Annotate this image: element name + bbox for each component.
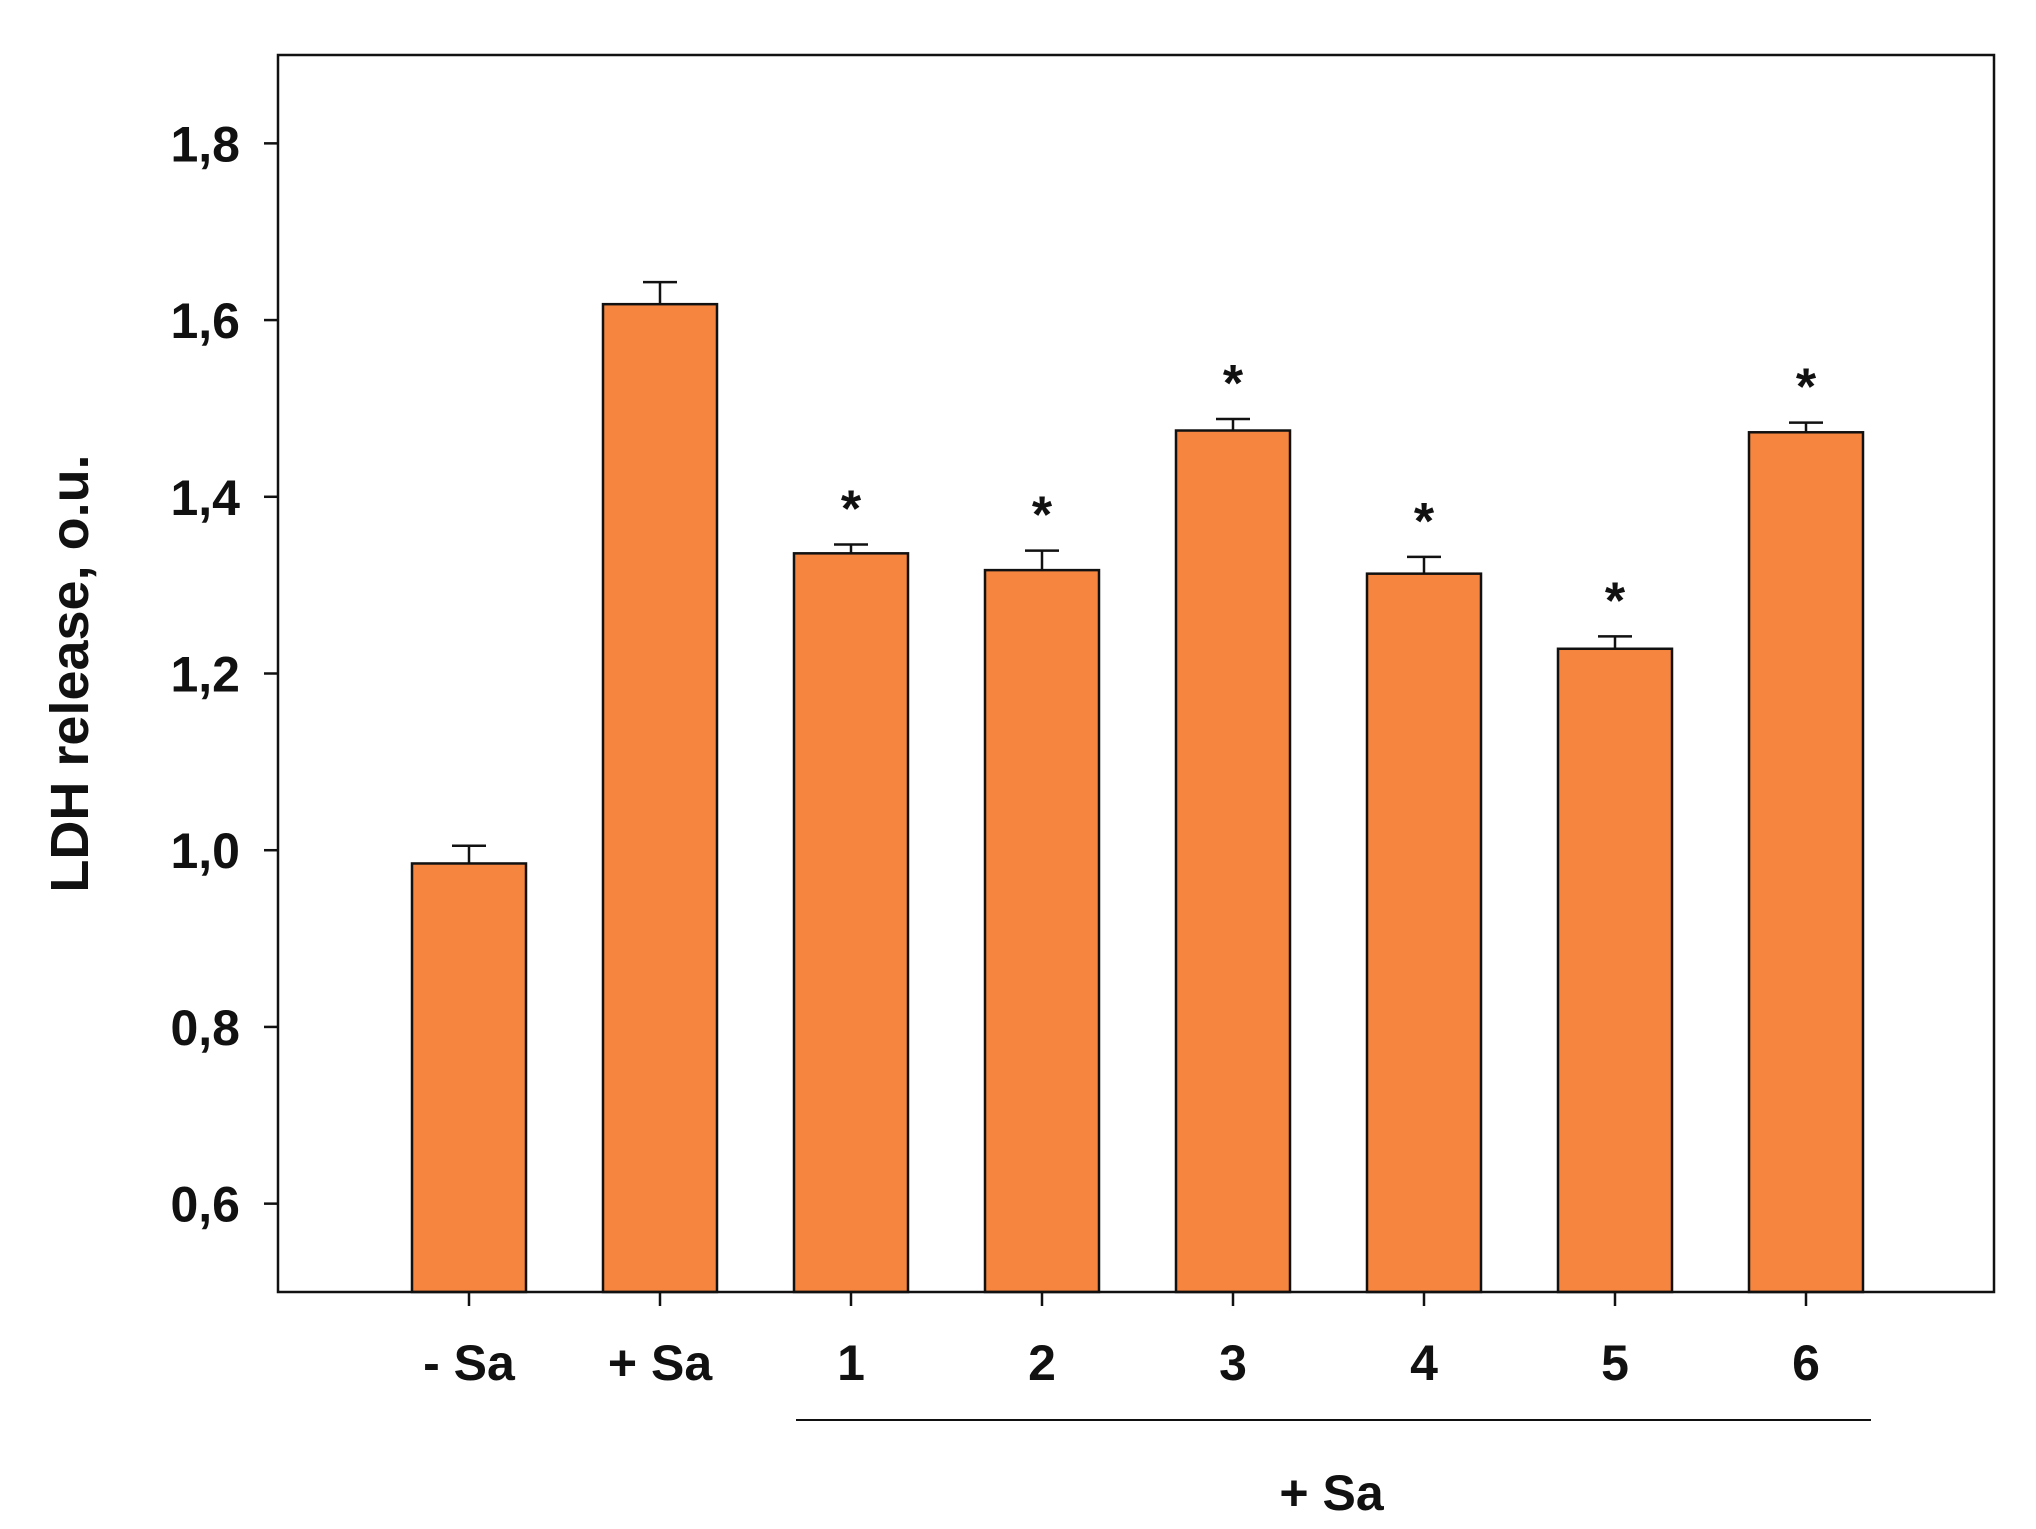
x-tick-label: - Sa bbox=[423, 1335, 516, 1391]
y-tick-label: 1,4 bbox=[170, 470, 240, 526]
bar bbox=[1556, 647, 1674, 1294]
bar bbox=[601, 302, 719, 1294]
plot-frame bbox=[276, 53, 1996, 1294]
error-bars-group bbox=[452, 280, 1823, 864]
significance-marker: * bbox=[841, 480, 862, 538]
x-tick-label: 6 bbox=[1792, 1335, 1820, 1391]
x-tick-label: 2 bbox=[1028, 1335, 1056, 1391]
y-tick-label: 0,8 bbox=[170, 1000, 240, 1056]
y-tick-label: 1,6 bbox=[170, 293, 240, 349]
y-axis: 0,6 0,8 1,0 1,2 1,4 1,6 1,8 bbox=[170, 116, 278, 1233]
y-axis-title: LDH release, o.u. bbox=[40, 454, 100, 892]
significance-marker: * bbox=[1796, 359, 1817, 417]
significance-marker: * bbox=[1605, 572, 1626, 630]
y-tick-label: 1,0 bbox=[170, 823, 240, 879]
y-tick-label: 0,6 bbox=[170, 1177, 240, 1233]
bar bbox=[792, 552, 910, 1294]
group-label: + Sa bbox=[1279, 1465, 1384, 1521]
bars-group bbox=[410, 302, 1865, 1294]
significance-markers-group: * * * * * * bbox=[841, 355, 1817, 630]
significance-marker: * bbox=[1032, 487, 1053, 545]
x-axis: - Sa + Sa 1 2 3 4 5 6 bbox=[423, 1292, 1820, 1391]
bar bbox=[983, 568, 1101, 1294]
x-tick-label: 3 bbox=[1219, 1335, 1247, 1391]
x-tick-label: 5 bbox=[1601, 1335, 1629, 1391]
bar bbox=[410, 862, 528, 1294]
y-tick-label: 1,2 bbox=[170, 647, 240, 703]
bar bbox=[1365, 572, 1483, 1294]
bar bbox=[1174, 429, 1292, 1294]
x-tick-label: + Sa bbox=[608, 1335, 713, 1391]
y-tick-label: 1,8 bbox=[170, 116, 240, 172]
x-tick-label: 4 bbox=[1410, 1335, 1438, 1391]
significance-marker: * bbox=[1414, 493, 1435, 551]
bar bbox=[1747, 431, 1865, 1294]
x-tick-label: 1 bbox=[837, 1335, 865, 1391]
significance-marker: * bbox=[1223, 355, 1244, 413]
